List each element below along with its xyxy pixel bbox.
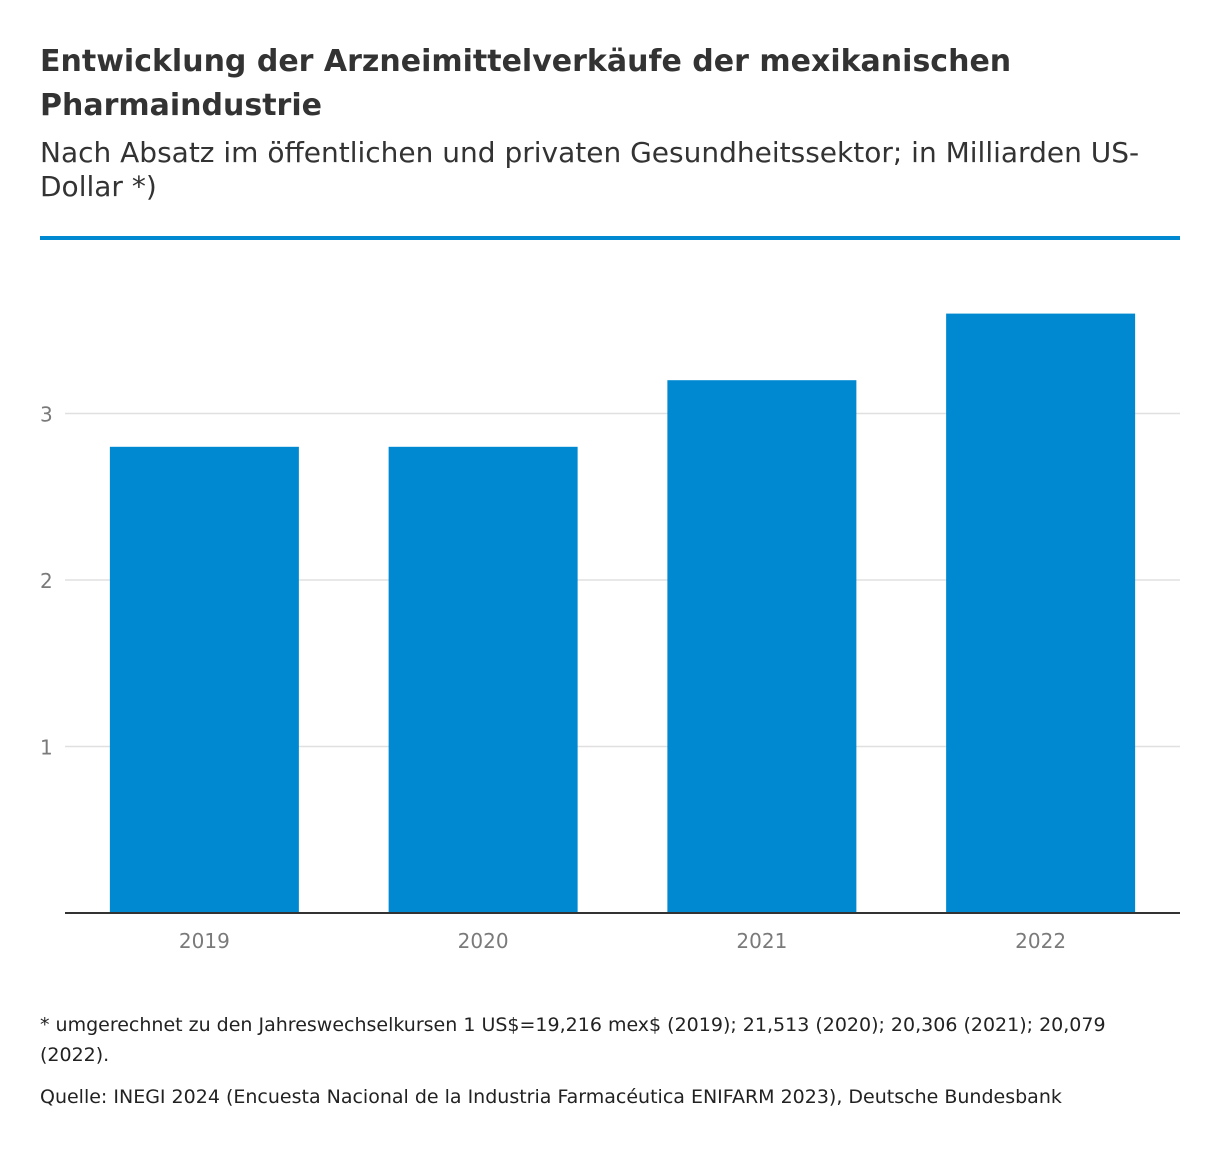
y-tick-label: 1 <box>40 736 53 760</box>
bar-2020 <box>388 446 578 913</box>
y-tick-label: 2 <box>40 569 53 593</box>
bar-2019 <box>109 446 299 913</box>
chart-subtitle: Nach Absatz im öffentlichen und privaten… <box>40 136 1140 203</box>
bars <box>109 313 1136 914</box>
bar-2021 <box>667 380 857 913</box>
x-tick-label: 2019 <box>179 929 230 953</box>
header-divider <box>40 236 1180 240</box>
x-tick-label: 2022 <box>1015 929 1066 953</box>
source-note: Quelle: INEGI 2024 (Encuesta Nacional de… <box>40 1086 1062 1108</box>
x-tick-label: 2020 <box>458 929 509 953</box>
tick-labels: 1 2 3 2019 2020 2021 2022 <box>40 403 1066 954</box>
footnote: * umgerechnet zu den Jahreswechselkursen… <box>40 1014 1106 1066</box>
x-tick-label: 2021 <box>736 929 787 953</box>
y-tick-label: 3 <box>40 403 53 427</box>
chart-title: Entwicklung der Arzneimittelverkäufe der… <box>40 44 1012 123</box>
bar-chart: 1 2 3 2019 2020 2021 2022 <box>40 313 1180 954</box>
bar-2022 <box>946 313 1136 914</box>
